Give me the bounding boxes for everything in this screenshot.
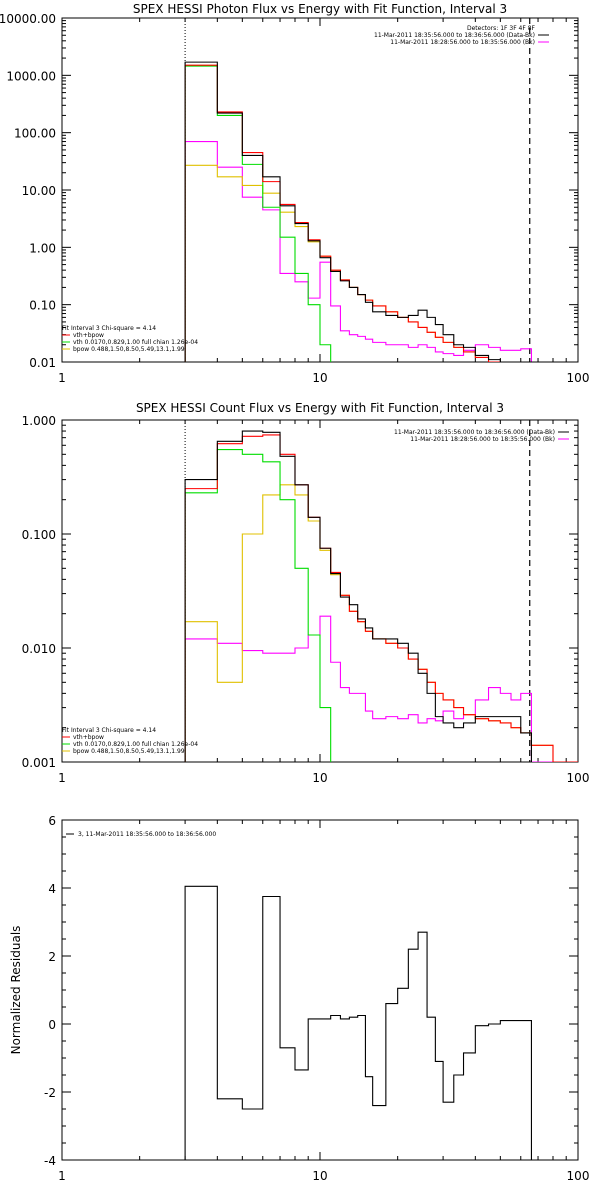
chart-title: SPEX HESSI Count Flux vs Energy with Fit… — [136, 401, 504, 415]
fit-legend-entry: vth 0.0170,0.829,1.00 full chian 1.26e-0… — [73, 741, 198, 748]
chart-title: SPEX HESSI Photon Flux vs Energy with Fi… — [133, 2, 507, 16]
plot-frame — [61, 819, 579, 1161]
photon-flux-panel: SPEX HESSI Photon Flux vs Energy with Fi… — [0, 2, 590, 385]
x-tick-label: 100 — [567, 771, 590, 785]
y-tick-label: 100.00 — [14, 127, 56, 141]
series-bk — [184, 140, 532, 362]
x-tick-label: 100 — [567, 1169, 590, 1183]
x-tick-label: 10 — [312, 371, 327, 385]
plot-frame — [61, 419, 579, 763]
series-data-bk — [184, 61, 532, 362]
legend-header: Detectors: 1F 3F 4F 8F — [467, 25, 536, 32]
x-tick-label: 10 — [312, 771, 327, 785]
y-tick-label: 1.000 — [22, 414, 56, 428]
fit-legend-entry: bpow 0.488,1.50,8.50,5.49,13.1,1.99 — [73, 748, 185, 755]
x-tick-label: 1 — [58, 771, 66, 785]
y-tick-label: 0.01 — [29, 356, 56, 370]
series-residuals — [184, 885, 532, 1160]
y-tick-label: 10000.00 — [0, 12, 56, 26]
y-tick-label: 0.100 — [22, 528, 56, 542]
y-tick-label: -4 — [44, 1154, 56, 1168]
fit-legend-entry: vth+bpow — [73, 332, 104, 339]
series-bpow — [184, 484, 578, 762]
residuals-panel: Normalized Residuals 1 10 100 -4 -2 0 2 4 6 3, 11-… — [9, 814, 589, 1183]
series-bk — [184, 615, 554, 762]
legend-entry: 11-Mar-2011 18:28:56.000 to 18:35:56.000… — [390, 39, 535, 46]
legend-entry: 11-Mar-2011 18:28:56.000 to 18:35:56.000… — [410, 436, 555, 443]
y-tick-label: 1000.00 — [6, 69, 56, 83]
y-tick-label: -2 — [44, 1086, 56, 1100]
y-tick-label: 0.10 — [29, 299, 56, 313]
y-tick-label: 2 — [48, 950, 56, 964]
series-data-bk — [184, 430, 532, 762]
x-tick-label: 1 — [58, 1169, 66, 1183]
series-group — [184, 61, 532, 362]
fit-legend-entry: vth 0.0170,0.829,1.00 full chian 1.26e-0… — [73, 339, 198, 346]
fit-legend-header: Fit Interval 3 Chi-square = 4.14 — [62, 727, 156, 734]
x-tick-label: 10 — [312, 1169, 327, 1183]
series-vth-bpow — [184, 434, 578, 762]
y-tick-label: 0.010 — [22, 642, 56, 656]
series-vth — [184, 449, 332, 762]
y-tick-label: 6 — [48, 814, 56, 828]
x-tick-label: 100 — [567, 371, 590, 385]
fit-legend-entry: bpow 0.488,1.50,8.50,5.49,13.1,1.99 — [73, 346, 185, 353]
legend-entry: 3, 11-Mar-2011 18:35:56.000 to 18:36:56.… — [78, 831, 216, 838]
fit-legend-entry: vth+bpow — [73, 734, 104, 741]
y-tick-label: 0 — [48, 1018, 56, 1032]
count-flux-panel: SPEX HESSI Count Flux vs Energy with Fit… — [22, 401, 590, 785]
y-tick-label: 10.00 — [22, 184, 56, 198]
y-tick-label: 4 — [48, 882, 56, 896]
legend-entry: 11-Mar-2011 18:35:56.000 to 18:36:56.000… — [394, 429, 555, 436]
series-vth-bpow — [184, 64, 532, 362]
series-group — [184, 885, 532, 1160]
y-axis-label: Normalized Residuals — [9, 926, 23, 1055]
fit-legend-header: Fit Interval 3 Chi-square = 4.14 — [62, 325, 156, 332]
legend-entry: 11-Mar-2011 18:35:56.000 to 18:36:56.000… — [374, 32, 535, 39]
series-vth — [184, 65, 332, 362]
series-group — [184, 430, 578, 762]
x-tick-label: 1 — [58, 371, 66, 385]
y-tick-label: 0.001 — [22, 756, 56, 770]
y-tick-label: 1.00 — [29, 241, 56, 255]
